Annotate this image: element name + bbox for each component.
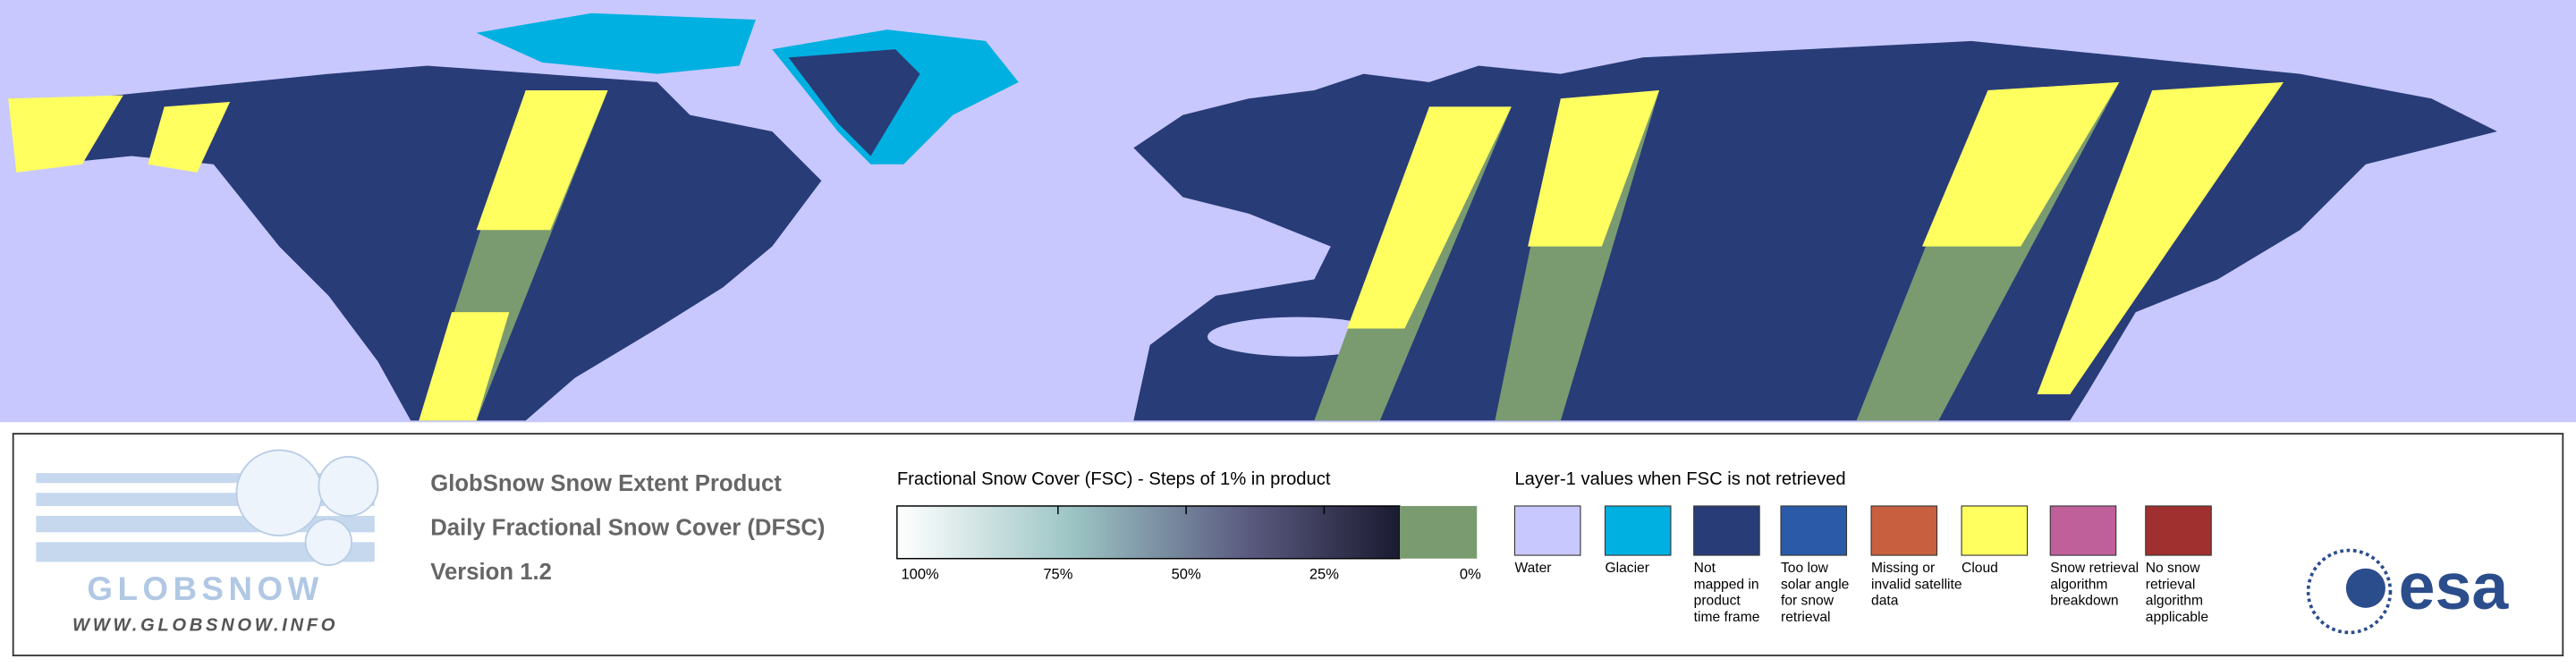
legend-label: product <box>1694 594 1741 609</box>
legend-label: data <box>1871 594 1899 609</box>
colorbar-tick-label: 100% <box>901 565 939 582</box>
legend-label: algorithm <box>2050 577 2107 592</box>
legend-swatch <box>1693 505 1760 556</box>
logo-name: GLOBSNOW <box>87 570 323 607</box>
logo-url: WWW.GLOBSNOW.INFO <box>72 615 338 635</box>
map <box>0 0 2576 423</box>
snowflake <box>304 518 352 566</box>
legend-label: for snow <box>1781 594 1835 609</box>
swath <box>2037 81 2284 394</box>
swath <box>419 312 510 421</box>
colorbar-nosnow <box>1399 505 1478 559</box>
snowflake <box>235 449 323 536</box>
legend-title: Layer-1 values when FSC is not retrieved <box>1514 469 1845 489</box>
legend-label: Water <box>1514 561 1551 576</box>
esa-name: esa <box>2399 549 2510 623</box>
legend-label: No snow <box>2146 561 2200 576</box>
colorbar-tick-label: 50% <box>1172 565 1201 582</box>
esa-emblem <box>2306 548 2393 635</box>
legend-label: Missing or <box>1871 561 1935 576</box>
swath <box>1347 106 1512 329</box>
stripe <box>36 473 375 484</box>
legend-label: Cloud <box>1962 561 1998 576</box>
legend-label: Too low <box>1781 561 1829 576</box>
legend-label: solar angle <box>1781 577 1849 592</box>
legend-label: time frame <box>1694 610 1760 625</box>
legend-swatch <box>2049 505 2117 556</box>
legend-label: retrieval <box>2146 577 2196 592</box>
snowflake <box>318 455 379 517</box>
legend-label: Snow retrieval <box>2050 561 2139 576</box>
esa-logo: esa <box>2306 548 2510 635</box>
legend-label: mapped in <box>1694 577 1759 592</box>
swath <box>8 95 123 173</box>
swath <box>476 90 608 231</box>
legend-label: breakdown <box>2050 594 2118 609</box>
swath <box>1921 81 2120 247</box>
colorbar-gradient <box>896 505 1401 560</box>
stripe <box>36 542 375 562</box>
legend-label: Not <box>1694 561 1716 576</box>
legend-swatch <box>1870 505 1938 556</box>
greenland-core <box>788 49 920 156</box>
esa-emblem <box>2345 568 2385 608</box>
north-america <box>16 65 822 421</box>
legend-label: applicable <box>2146 610 2208 625</box>
product-version: Version 1.2 <box>430 560 552 585</box>
legend-label: Glacier <box>1605 561 1648 576</box>
product-subtitle: Daily Fractional Snow Cover (DFSC) <box>430 515 825 540</box>
legend-swatch <box>1961 505 2029 556</box>
globsnow-logo: GLOBSNOW WWW.GLOBSNOW.INFO <box>36 449 379 635</box>
legend-label: retrieval <box>1781 610 1831 625</box>
swath <box>148 101 231 173</box>
legend-swatch <box>1513 505 1581 556</box>
colorbar-tick-label: 25% <box>1309 565 1339 582</box>
arctic-islands <box>476 13 756 74</box>
legend-swatch <box>1780 505 1848 556</box>
swath <box>1528 90 1660 247</box>
legend-swatch <box>2145 505 2212 556</box>
colorbar-tick-label: 75% <box>1043 565 1072 582</box>
colorbar-title: Fractional Snow Cover (FSC) - Steps of 1… <box>897 469 1331 489</box>
legend-label: algorithm <box>2146 594 2203 609</box>
colorbar-tick-label: 0% <box>1460 565 1481 582</box>
legend-label: invalid satellite <box>1871 577 1962 592</box>
legend-swatch <box>1604 505 1672 556</box>
product-title: GlobSnow Snow Extent Product <box>430 471 782 496</box>
